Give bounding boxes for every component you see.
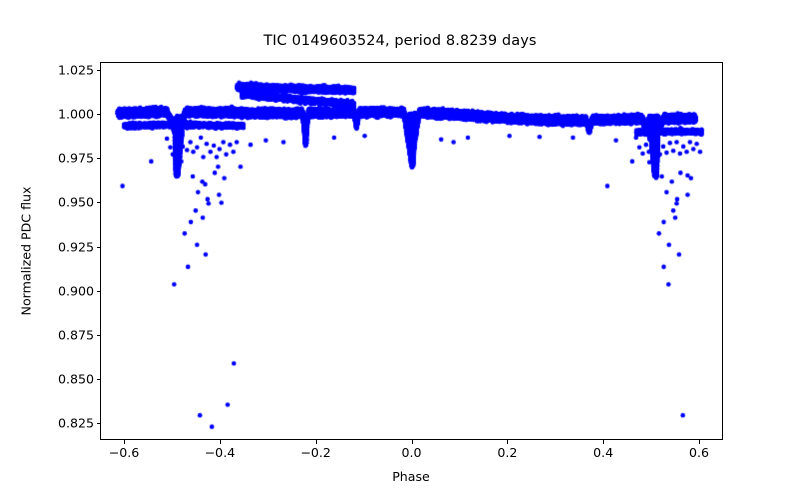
y-tick-mark	[96, 246, 100, 248]
x-axis-label: Phase	[392, 469, 430, 484]
y-tick-label: 0.925	[57, 239, 94, 255]
x-tick-mark	[315, 440, 317, 444]
x-tick-label: −0.2	[300, 445, 331, 460]
y-tick-label: 1.025	[57, 62, 94, 78]
x-tick-label: 0.2	[497, 445, 518, 460]
scatter-plot-canvas	[101, 63, 722, 439]
y-tick-label: 0.975	[57, 150, 94, 166]
y-tick-mark	[96, 69, 100, 71]
x-tick-mark	[507, 440, 509, 444]
y-axis-label: Normalized PDC flux	[18, 186, 34, 316]
y-tick-label: 0.900	[57, 283, 94, 299]
y-tick-mark	[96, 202, 100, 204]
x-tick-label: −0.4	[204, 445, 236, 460]
y-tick-mark	[96, 379, 100, 381]
y-tick-mark	[96, 114, 100, 116]
y-tick-mark	[96, 423, 100, 425]
x-tick-label: −0.6	[108, 445, 140, 460]
x-tick-mark	[603, 440, 605, 444]
x-tick-mark	[123, 440, 125, 444]
page-title: TIC 0149603524, period 8.8239 days	[263, 33, 537, 49]
x-tick-label: 0.4	[593, 445, 614, 460]
y-tick-label: 0.850	[57, 371, 94, 387]
y-tick-label: 0.825	[57, 415, 94, 431]
y-tick-mark	[96, 290, 100, 292]
x-tick-mark	[219, 440, 221, 444]
y-tick-label: 0.875	[57, 327, 94, 343]
y-tick-label: 0.950	[57, 194, 94, 210]
y-tick-mark	[96, 334, 100, 336]
x-tick-mark	[699, 440, 701, 444]
y-tick-mark	[96, 158, 100, 160]
x-tick-label: 0.6	[689, 445, 710, 460]
plot-axes	[100, 62, 723, 440]
x-tick-label: 0.0	[401, 445, 422, 460]
x-tick-mark	[411, 440, 413, 444]
y-tick-label: 1.000	[57, 106, 94, 122]
